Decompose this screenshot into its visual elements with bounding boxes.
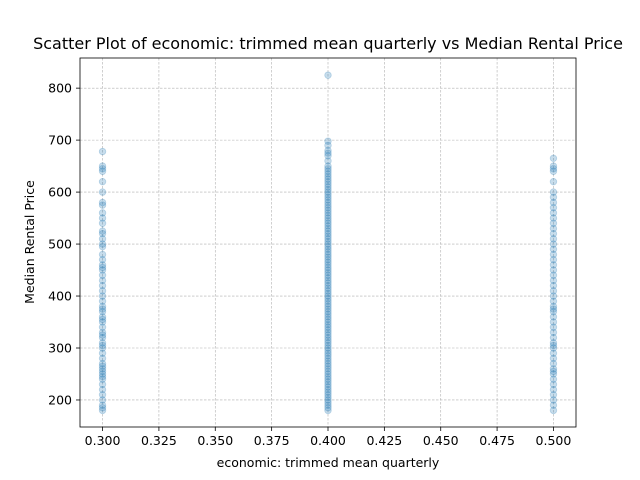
y-tick-label: 700 <box>48 133 72 148</box>
x-axis-ticks: 0.300 0.325 0.350 0.375 0.400 0.425 0.450 0.475… <box>85 427 572 448</box>
chart-title: Scatter Plot of economic: trimmed mean q… <box>33 34 623 53</box>
y-tick-label: 600 <box>48 185 72 200</box>
scatter-point <box>99 199 106 206</box>
scatter-point <box>99 148 106 155</box>
scatter-point <box>550 189 557 196</box>
x-tick-label: 0.300 <box>85 433 121 448</box>
x-tick-label: 0.425 <box>366 433 402 448</box>
scatter-point <box>99 228 106 235</box>
x-axis-label: economic: trimmed mean quarterly <box>217 455 440 470</box>
y-axis-label: Median Rental Price <box>22 180 37 304</box>
y-tick-label: 300 <box>48 341 72 356</box>
scatter-point <box>550 155 557 162</box>
scatter-point <box>99 178 106 185</box>
scatter-point <box>325 72 332 79</box>
x-tick-label: 0.375 <box>254 433 290 448</box>
scatter-point <box>550 178 557 185</box>
y-tick-label: 200 <box>48 392 72 407</box>
x-tick-label: 0.400 <box>310 433 346 448</box>
scatter-point <box>99 163 106 170</box>
scatter-point <box>99 189 106 196</box>
scatter-point <box>325 138 332 145</box>
y-tick-label: 800 <box>48 81 72 96</box>
y-axis-ticks: 200 300 400 500 600 700 800 <box>48 81 80 408</box>
scatter-point <box>99 251 106 258</box>
scatter-point <box>99 210 106 217</box>
y-tick-label: 400 <box>48 289 72 304</box>
x-tick-label: 0.350 <box>197 433 233 448</box>
x-tick-label: 0.475 <box>479 433 515 448</box>
x-tick-label: 0.450 <box>423 433 459 448</box>
x-tick-label: 0.500 <box>536 433 572 448</box>
x-tick-label: 0.325 <box>141 433 177 448</box>
scatter-point <box>550 163 557 170</box>
y-tick-label: 500 <box>48 237 72 252</box>
